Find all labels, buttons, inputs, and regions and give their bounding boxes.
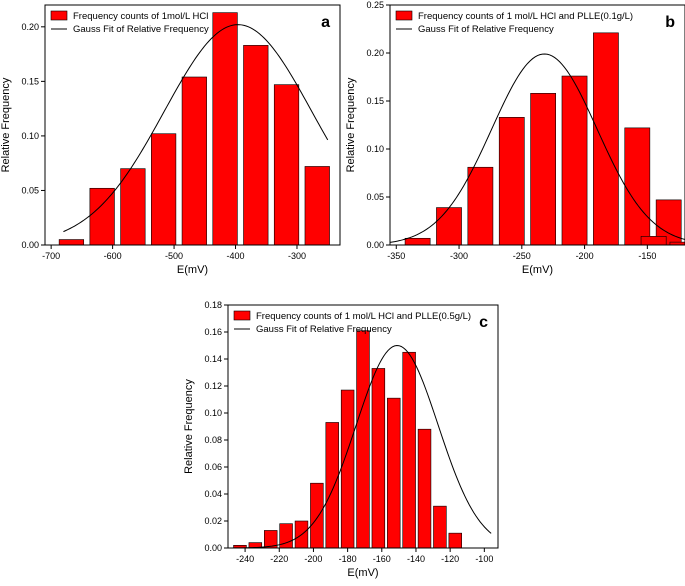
y-tick-label: 0.10 [21,131,39,141]
panel-label: b [665,14,675,31]
y-tick-label: 0.20 [21,22,39,32]
histogram-bar [640,236,667,246]
histogram-bar [417,428,432,549]
y-tick-label: 0.05 [366,192,384,202]
histogram-bar [448,532,462,549]
histogram-bar [404,237,431,246]
x-tick-label: -240 [236,554,254,564]
y-tick-label: 0.10 [366,144,384,154]
x-tick-label: -120 [441,554,459,564]
y-tick-label: 0.25 [366,0,384,10]
x-tick-label: -150 [638,251,656,261]
plot-frame [227,304,499,549]
legend-label-bars: Frequency counts of 1mol/L HCl [73,11,208,22]
x-axis-title: E(mV) [347,567,378,579]
histogram-bar [243,45,269,246]
histogram-bar [593,32,619,246]
y-tick-label: 0.02 [204,516,222,526]
x-tick-label: -100 [475,554,493,564]
x-tick-label: -160 [373,554,391,564]
histogram-bar [212,12,238,246]
histogram-bar [561,75,588,246]
x-tick-label: -250 [513,251,531,261]
y-tick-label: 0.12 [204,381,222,391]
x-tick-label: -500 [165,251,183,261]
chart-panel-b: -350 -300 -250 -200 -150 0.00 0.05 0.10 0.15 0.20… [345,0,685,276]
histogram-bar [273,84,300,246]
plot-frame [44,4,341,246]
y-tick-label: 0.00 [204,543,222,553]
histogram-bar [89,187,115,246]
legend-label-curve: Gauss Fit of Relative Frequency [418,24,554,35]
y-axis-title: Relative Frequency [183,379,195,474]
chart-panel-c: -240 -220 -200 -180 -160 -140 -120 -100 0.00 0.02… [183,300,499,579]
y-tick-label: 0.14 [204,354,222,364]
x-tick-label: -400 [227,251,245,261]
x-tick-label: -200 [304,554,322,564]
gauss-fit-curve [63,24,329,233]
x-tick-label: -220 [270,554,288,564]
gauss-fit-curve [227,345,492,549]
legend-label-bars: Frequency counts of 1 mol/L HCl and PLLE… [418,11,633,22]
histogram-bar [467,166,494,246]
x-tick-label: -300 [450,251,468,261]
legend-swatch-bars [395,10,413,21]
y-tick-label: 0.16 [204,327,222,337]
y-tick-label: 0.18 [204,300,222,310]
plot-frame [389,4,685,246]
legend-label-curve: Gauss Fit of Relative Frequency [73,24,209,35]
histogram-bar [120,168,146,246]
y-tick-label: 0.15 [366,96,384,106]
panel-label: c [479,314,488,331]
x-tick-label: -700 [42,251,60,261]
histogram-bar [340,389,355,549]
y-axis-title: Relative Frequency [345,77,357,172]
histogram-bar [436,207,462,246]
x-tick-label: -600 [104,251,122,261]
histogram-bar [304,166,330,246]
chart-panel-a: -700 -600 -500 -400 -300 0.00 0.05 0.10 0.15 0.20… [0,4,341,276]
histogram-bar [530,93,557,246]
y-tick-label: 0.06 [204,462,222,472]
histogram-bar [371,368,386,549]
y-tick-label: 0.10 [204,408,222,418]
histogram-bar [387,397,401,549]
y-tick-label: 0.04 [204,489,222,499]
y-tick-label: 0.15 [21,76,39,86]
gauss-fit-curve [389,53,685,243]
panel-label: a [321,14,330,31]
histogram-bar [498,117,525,246]
x-tick-label: -200 [576,251,594,261]
y-tick-label: 0.00 [366,240,384,250]
histogram-bar [58,239,85,246]
legend-swatch-bars [50,10,68,21]
x-tick-label: -180 [339,554,357,564]
x-tick-label: -140 [407,554,425,564]
histogram-bar [310,482,324,549]
legend-label-bars: Frequency counts of 1 mol/L HCl and PLLE… [256,311,471,322]
legend-swatch-bars [233,310,251,321]
y-tick-label: 0.08 [204,435,222,445]
x-tick-label: -350 [387,251,405,261]
histogram-bar [624,127,651,246]
legend-label-curve: Gauss Fit of Relative Frequency [256,324,392,335]
x-axis-title: E(mV) [522,264,553,276]
y-tick-label: 0.20 [366,48,384,58]
histogram-bar [151,133,177,246]
histogram-bar [181,76,207,246]
histogram-bar [356,330,370,549]
y-axis-title: Relative Frequency [0,77,12,172]
y-tick-label: 0.00 [21,240,39,250]
x-axis-title: E(mV) [177,264,208,276]
x-tick-label: -300 [288,251,306,261]
histogram-bar [433,505,447,549]
y-tick-label: 0.05 [21,185,39,195]
histogram-bar [325,422,339,549]
histogram-bar [402,351,416,549]
